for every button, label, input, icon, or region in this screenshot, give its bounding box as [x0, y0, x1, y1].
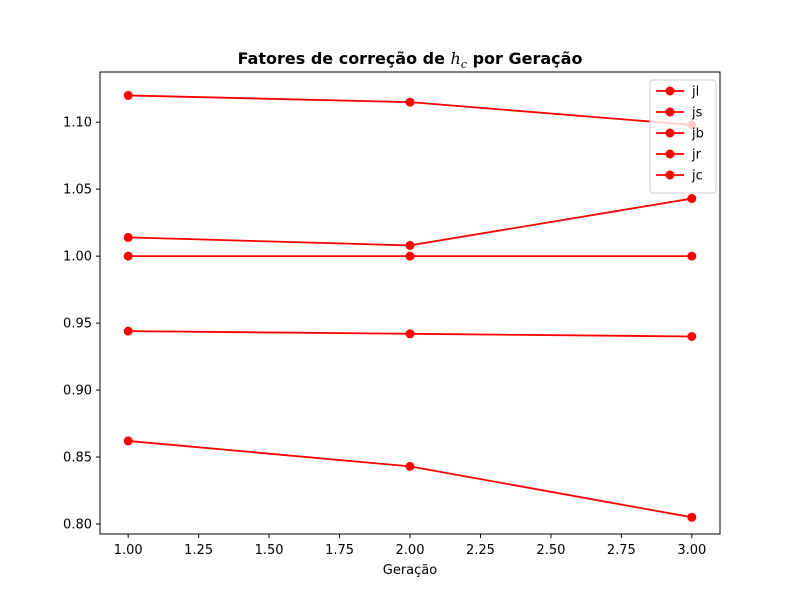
- legend-marker-jc: [665, 170, 675, 180]
- legend-label-jc: jc: [691, 169, 703, 184]
- data-point-jr: [687, 331, 697, 341]
- y-tick-label: 0.90: [63, 384, 92, 399]
- legend-marker-js: [665, 107, 675, 117]
- legend-label-js: js: [691, 106, 703, 121]
- data-point-js: [687, 194, 697, 204]
- legend-label-jb: jb: [691, 127, 704, 142]
- chart-title-math: h: [451, 49, 461, 68]
- y-tick-label: 0.85: [63, 451, 92, 466]
- x-tick-label: 1.75: [325, 543, 354, 558]
- plot-area: 1.00 1.25 1.50 1.75 2.00 2.25 2.50 2.75 3.00 0.80…: [63, 71, 721, 558]
- x-tick-label: 2.25: [466, 543, 495, 558]
- y-tick-label: 0.80: [63, 517, 92, 532]
- data-point-jc: [123, 436, 133, 446]
- legend-box: [649, 79, 717, 194]
- y-tick-label: 1.05: [63, 183, 92, 198]
- legend-label-jr: jr: [691, 148, 702, 163]
- legend-marker-jr: [665, 149, 675, 159]
- x-tick-label: 3.00: [677, 543, 706, 558]
- x-tick-label: 1.25: [184, 543, 213, 558]
- x-tick-label: 2.50: [536, 543, 565, 558]
- chart-title-prefix: Fatores de correção de: [238, 49, 451, 68]
- chart-title-suffix: por Geração: [467, 49, 582, 68]
- data-point-jb: [123, 251, 133, 261]
- legend-label-jl: jl: [691, 85, 699, 100]
- legend-marker-jb: [665, 128, 675, 138]
- legend: jl js jb jr jc: [649, 79, 717, 194]
- legend-marker-jl: [665, 86, 675, 96]
- x-tick-label: 2.00: [396, 543, 425, 558]
- y-tick-label: 0.95: [63, 317, 92, 332]
- data-point-jc: [687, 512, 697, 522]
- y-tick-label: 1.00: [63, 250, 92, 265]
- data-point-jc: [405, 461, 415, 471]
- data-point-jb: [405, 251, 415, 261]
- x-tick-label: 1.00: [114, 543, 143, 558]
- x-axis-label: Geração: [383, 563, 437, 578]
- data-point-js: [123, 232, 133, 242]
- data-point-jl: [123, 90, 133, 100]
- x-tick-label: 2.75: [607, 543, 636, 558]
- x-tick-label: 1.50: [255, 543, 284, 558]
- data-point-jl: [405, 97, 415, 107]
- chart-title-math-subscript: c: [461, 58, 467, 71]
- chart-title: Fatores de correção de hc por Geração: [238, 49, 583, 71]
- data-point-jr: [123, 326, 133, 336]
- y-tick-label: 1.10: [63, 116, 92, 131]
- data-point-jb: [687, 251, 697, 261]
- data-point-js: [405, 240, 415, 250]
- data-point-jr: [405, 329, 415, 339]
